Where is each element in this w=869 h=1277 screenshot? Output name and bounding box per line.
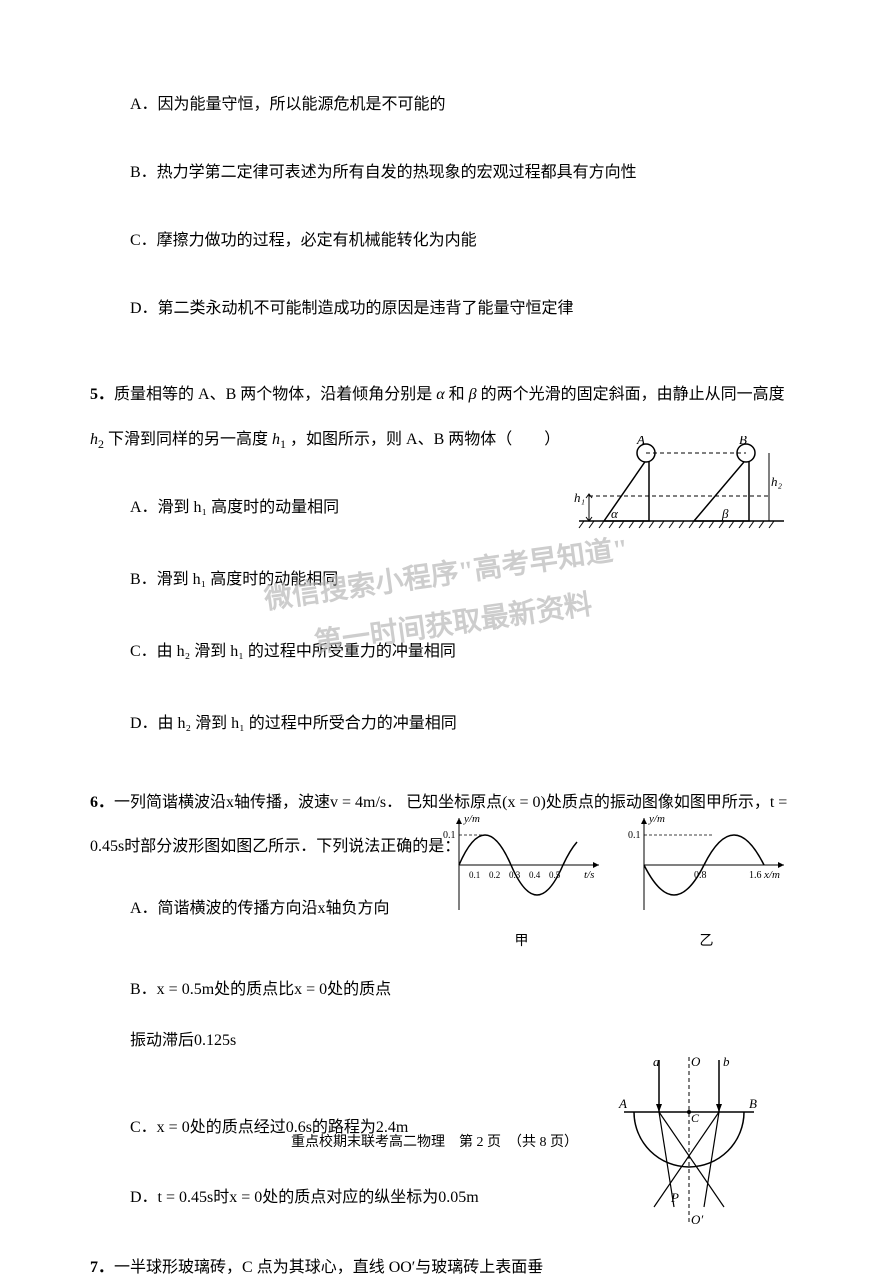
svg-text:y/m: y/m [648,813,665,825]
page-footer: 重点校期末联考高二物理 第 2 页 （共 8 页） [0,1131,869,1151]
q5-text5: ，如图所示，则 A、B 两物体（ ） [286,431,560,448]
svg-text:0.3: 0.3 [509,870,521,880]
svg-text:O: O [691,1054,701,1069]
svg-text:O′: O′ [691,1212,703,1227]
figure-jia: y/m t/s 0.1 0.1 0.2 0.3 0.4 0.5 甲 [439,810,604,950]
q7-text: 一半球形玻璃砖，C 点为其球心，直线 OO′与玻璃砖上表面垂 [114,1259,543,1276]
svg-text:1.6: 1.6 [749,870,762,881]
svg-text:b: b [723,1054,730,1069]
opt-text: B．滑到 h₁ 高度时的动能相同 [130,571,338,588]
beta: β [469,386,477,403]
svg-text:a: a [653,1054,660,1069]
svg-text:A: A [618,1096,627,1111]
h2: h [90,431,98,448]
svg-text:0.5: 0.5 [549,870,561,880]
option-A: A．因为能量守恒，所以能源危机是不可能的 [90,90,789,114]
q7-stem: 7．一半球形玻璃砖，C 点为其球心，直线 OO′与玻璃砖上表面垂 [90,1253,590,1277]
svg-text:P: P [670,1190,679,1205]
q5-text2: 和 [445,386,469,403]
alpha: α [436,386,444,403]
question-4-options: A．因为能量守恒，所以能源危机是不可能的 B．热力学第二定律可表述为所有自发的热… [90,90,789,318]
q6-number: 6． [90,794,114,811]
svg-text:x/m: x/m [763,869,780,881]
svg-text:h₁: h₁ [574,490,585,505]
option-C: C．由 h₂ 滑到 h₁ 的过程中所受重力的冲量相同 [90,637,789,661]
svg-text:0.1: 0.1 [469,870,480,880]
opt-text: D．由 h₂ 滑到 h₁ 的过程中所受合力的冲量相同 [130,715,457,732]
svg-text:0.1: 0.1 [628,830,641,841]
question-7: 7．一半球形玻璃砖，C 点为其球心，直线 OO′与玻璃砖上表面垂 [90,1253,789,1277]
option-B: B．滑到 h₁ 高度时的动能相同 [90,565,789,589]
svg-text:y/m: y/m [463,813,480,825]
option-D: D．第二类永动机不可能制造成功的原因是违背了能量守恒定律 [90,294,789,318]
q7-number: 7． [90,1259,114,1276]
q6-figures: y/m t/s 0.1 0.1 0.2 0.3 0.4 0.5 甲 y/m x/… [439,810,789,950]
svg-text:t/s: t/s [584,869,594,881]
question-5: 5．质量相等的 A、B 两个物体，沿着倾角分别是 α 和 β 的两个光滑的固定斜… [90,373,789,733]
svg-text:0.8: 0.8 [694,870,707,881]
svg-text:B: B [739,436,747,447]
svg-text:A: A [636,436,645,447]
fig-label-jia: 甲 [439,930,604,950]
option-B: B．热力学第二定律可表述为所有自发的热现象的宏观过程都具有方向性 [90,158,789,182]
svg-text:0.4: 0.4 [529,870,541,880]
svg-text:B: B [749,1096,757,1111]
option-C: C．摩擦力做功的过程，必定有机械能转化为内能 [90,226,789,250]
option-D: D．由 h₂ 滑到 h₁ 的过程中所受合力的冲量相同 [90,709,789,733]
h1: h [272,431,280,448]
svg-text:C: C [691,1111,700,1125]
q5-text1: 质量相等的 A、B 两个物体，沿着倾角分别是 [114,386,436,403]
opt-text: C．由 h₂ 滑到 h₁ 的过程中所受重力的冲量相同 [130,643,456,660]
opt-text: A．滑到 h₁ 高度时的动量相同 [130,499,339,516]
q5-text4: 下滑到同样的另一高度 [104,431,272,448]
option-B: B．x = 0.5m处的质点比x = 0处的质点振动滞后0.125s [90,964,400,1066]
svg-text:0.1: 0.1 [443,830,456,841]
q5-text3: 的两个光滑的固定斜面，由静止从同一高度 [477,386,785,403]
q5-figure: A B α β h₁ h₂ [574,436,789,541]
figure-yi: y/m x/m 0.1 0.8 1.6 乙 [624,810,789,950]
fig-label-yi: 乙 [624,930,789,950]
svg-text:β: β [721,506,729,521]
svg-text:h₂: h₂ [771,474,783,489]
q5-number: 5． [90,386,114,403]
svg-text:α: α [611,506,619,521]
svg-text:0.2: 0.2 [489,870,500,880]
